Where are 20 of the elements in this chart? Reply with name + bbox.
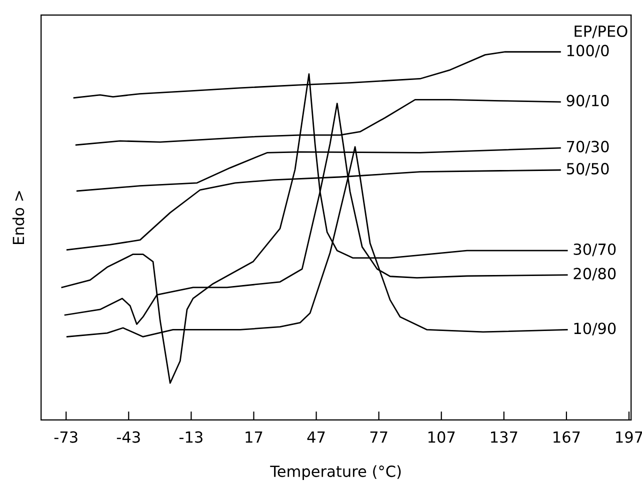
x-tick-label: 107 bbox=[428, 431, 455, 443]
series-label: 50/50 bbox=[566, 162, 609, 176]
x-tick-label: 77 bbox=[370, 431, 388, 443]
x-axis-title: Temperature (°C) bbox=[270, 465, 401, 480]
series-label: 30/70 bbox=[574, 243, 616, 256]
x-tick-label: -73 bbox=[54, 431, 78, 443]
x-tick-label: -43 bbox=[116, 431, 140, 443]
x-tick-label: 197 bbox=[616, 431, 642, 443]
series-label: 90/10 bbox=[566, 94, 609, 108]
x-tick-label: 137 bbox=[491, 431, 518, 443]
series-label: 70/30 bbox=[567, 140, 609, 154]
x-tick-label: 17 bbox=[246, 431, 262, 443]
series-label: 20/80 bbox=[574, 268, 616, 281]
x-tick-label: -13 bbox=[179, 431, 202, 443]
y-axis-title: Endo > bbox=[12, 191, 24, 244]
series-label: 10/90 bbox=[574, 322, 616, 336]
text: EP/PEO bbox=[574, 25, 628, 38]
series-label: 100/0 bbox=[567, 44, 609, 58]
x-tick-label: 47 bbox=[307, 431, 325, 443]
x-tick-label: 167 bbox=[554, 431, 580, 443]
